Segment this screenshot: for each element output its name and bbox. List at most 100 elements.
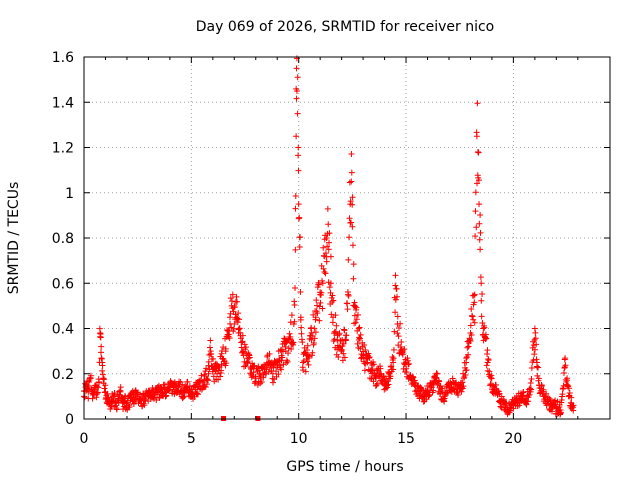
data-point	[353, 316, 360, 323]
data-point	[98, 349, 105, 356]
data-point	[96, 379, 103, 386]
y-tick-label: 0.2	[52, 367, 74, 383]
data-point	[278, 357, 285, 364]
data-point	[449, 375, 456, 382]
data-point	[370, 378, 377, 385]
data-point	[559, 391, 566, 398]
data-point	[461, 359, 468, 366]
data-point	[94, 389, 101, 396]
data-point	[238, 339, 245, 346]
data-point	[468, 306, 475, 313]
data-point	[239, 332, 246, 339]
data-point	[394, 313, 401, 320]
data-point	[311, 335, 318, 342]
data-point	[335, 354, 342, 361]
data-point	[365, 350, 372, 357]
data-point	[484, 367, 491, 374]
data-point	[323, 258, 330, 265]
data-point	[392, 282, 399, 289]
data-point	[377, 365, 384, 372]
data-point	[351, 299, 358, 306]
data-point	[557, 409, 564, 416]
data-point	[433, 370, 440, 377]
data-point	[527, 380, 534, 387]
data-point	[342, 337, 349, 344]
data-point	[94, 383, 101, 390]
data-point	[329, 292, 336, 299]
data-point	[327, 253, 334, 260]
data-point	[324, 205, 331, 212]
data-point	[117, 384, 124, 391]
x-tick-label: 10	[290, 431, 308, 447]
data-point	[297, 234, 304, 241]
data-point	[343, 332, 350, 339]
data-point	[163, 392, 170, 399]
data-point	[302, 368, 309, 375]
data-point	[126, 403, 133, 410]
data-point	[311, 325, 318, 332]
data-point	[338, 346, 345, 353]
gridlines	[84, 57, 610, 419]
data-point	[348, 169, 355, 176]
y-tick-label: 1.2	[52, 141, 74, 157]
data-point	[562, 355, 569, 362]
data-point	[113, 406, 120, 413]
data-point	[111, 390, 118, 397]
data-point	[326, 284, 333, 291]
data-point	[313, 297, 320, 304]
data-point	[362, 346, 369, 353]
data-point	[528, 375, 535, 382]
data-point	[341, 354, 348, 361]
data-point	[299, 339, 306, 346]
data-point	[488, 375, 495, 382]
y-tick-label: 1.4	[52, 95, 74, 111]
y-tick-label: 0.8	[52, 231, 74, 247]
data-point	[278, 366, 285, 373]
data-point	[205, 358, 212, 365]
data-point	[393, 285, 400, 292]
data-point	[99, 367, 106, 374]
data-point	[476, 220, 483, 227]
data-point	[340, 340, 347, 347]
data-point	[476, 236, 483, 243]
data-point	[390, 366, 397, 373]
data-point	[349, 201, 356, 208]
data-point	[565, 393, 572, 400]
data-point	[348, 219, 355, 226]
data-point	[361, 367, 368, 374]
data-point	[392, 296, 399, 303]
data-point	[233, 293, 240, 300]
data-point	[200, 379, 207, 386]
data-point	[532, 335, 539, 342]
data-point	[472, 233, 479, 240]
data-point	[207, 337, 214, 344]
data-point	[471, 319, 478, 326]
data-point	[218, 347, 225, 354]
data-point	[350, 261, 357, 268]
data-point	[373, 382, 380, 389]
data-point	[269, 379, 276, 386]
data-point	[436, 378, 443, 385]
data-point	[284, 358, 291, 365]
data-point	[229, 291, 236, 298]
data-point	[467, 337, 474, 344]
data-point	[394, 330, 401, 337]
data-point	[240, 352, 247, 359]
data-point	[568, 394, 575, 401]
data-point	[218, 367, 225, 374]
data-point	[485, 357, 492, 364]
data-point	[231, 304, 238, 311]
data-point	[158, 385, 165, 392]
data-point	[102, 382, 109, 389]
data-point	[385, 381, 392, 388]
data-point	[473, 224, 480, 231]
data-point	[234, 319, 241, 326]
data-point	[348, 151, 355, 158]
data-point	[310, 311, 317, 318]
data-point	[344, 289, 351, 296]
data-point	[328, 311, 335, 318]
data-point	[412, 379, 419, 386]
data-point	[531, 346, 538, 353]
data-point	[388, 363, 395, 370]
data-point	[296, 214, 303, 221]
